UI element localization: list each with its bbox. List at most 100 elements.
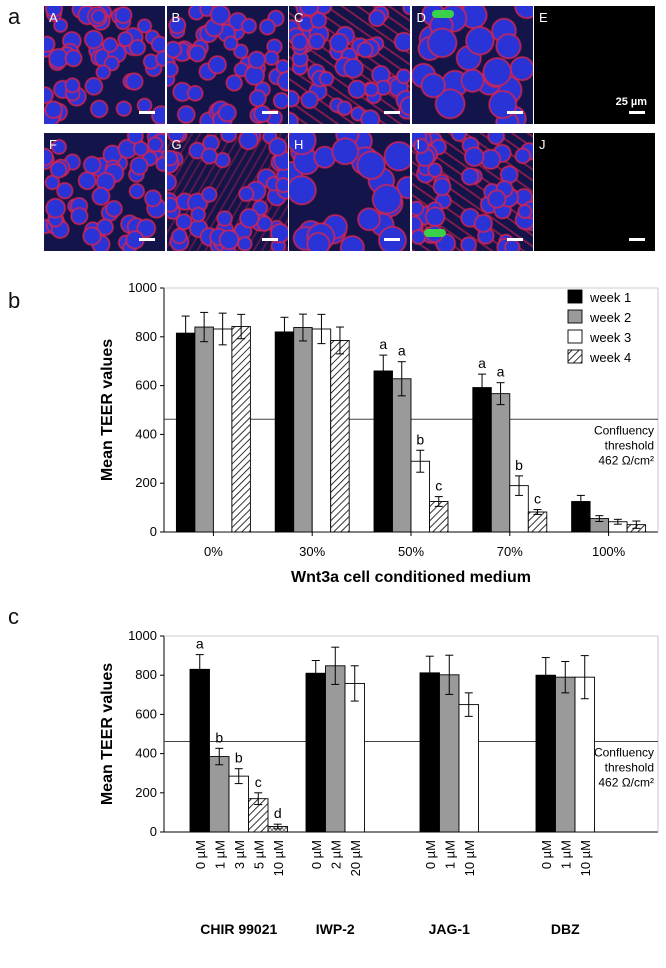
bar (311, 328, 332, 533)
group-label: CHIR 99021 (200, 921, 277, 937)
y-axis-label: Mean TEER values (99, 339, 116, 481)
significance-letter: b (235, 750, 243, 766)
legend-swatch (567, 349, 583, 364)
significance-letter: b (215, 729, 223, 745)
micrograph-tile-g: G (166, 133, 288, 251)
micrograph-tile-e: E 25 µm (534, 6, 655, 124)
x-axis-label: Wnt3a cell conditioned medium (291, 569, 531, 584)
y-tick-label: 400 (135, 746, 157, 761)
x-tick-label: 50% (398, 544, 424, 559)
teer-chart-inhibitors: 0 200 400 600 800 1000 Mean TEER values Conflue… (99, 628, 659, 937)
bar (472, 387, 492, 533)
tile-label: D (416, 10, 426, 25)
y-tick-label: 600 (135, 706, 157, 721)
significance-letter: d (274, 805, 282, 821)
tile-label: J (539, 137, 546, 152)
x-tick-label: 0 µM (539, 840, 554, 869)
y-tick-label: 800 (135, 329, 157, 344)
fluorescence-texture (166, 6, 288, 124)
tile-label: C (294, 10, 304, 25)
threshold-annotation: 462 Ω/cm² (598, 775, 654, 789)
x-tick-label: 2 µM (328, 840, 343, 869)
micrograph-tile-j: J (534, 133, 655, 251)
significance-letter: b (416, 431, 424, 447)
micrograph-grid: A B C D E 25 µm F G H I J (44, 6, 655, 254)
bar (490, 393, 511, 533)
y-tick-label: 800 (135, 667, 157, 682)
legend-entry: week 2 (589, 310, 631, 325)
bar (330, 340, 350, 533)
legend-entry: week 4 (589, 350, 631, 365)
threshold-annotation: threshold (605, 760, 654, 774)
y-tick-label: 400 (135, 426, 157, 441)
panel-letter-c: c (8, 604, 19, 629)
panel-letter-a: a (8, 4, 21, 29)
bar (527, 511, 548, 533)
fluorescence-texture (289, 6, 410, 124)
fluorescence-texture (289, 133, 410, 251)
y-tick-label: 0 (150, 524, 157, 539)
micrograph-tile-h: H (289, 133, 410, 251)
group-label: IWP-2 (316, 921, 355, 937)
x-tick-label: 30% (299, 544, 325, 559)
bar (325, 665, 346, 833)
significance-letter: a (478, 355, 486, 371)
micrograph-tile-b: B (166, 6, 288, 124)
micrograph-tile-d: D (411, 6, 533, 124)
bar (574, 676, 595, 833)
x-tick-label: 1 µM (558, 840, 573, 869)
tile-label: E (539, 10, 548, 25)
x-tick-label: 3 µM (232, 840, 247, 869)
marker-stain (431, 10, 454, 18)
x-tick-label: 1 µM (212, 840, 227, 869)
scale-bar (384, 238, 400, 241)
bar (293, 327, 313, 533)
scale-bar (384, 111, 400, 114)
y-tick-label: 200 (135, 785, 157, 800)
scale-bar (261, 238, 278, 241)
legend-swatch (567, 289, 583, 304)
significance-letter: b (515, 457, 523, 473)
bar (458, 704, 479, 833)
bar (373, 370, 393, 533)
x-tick-label: 0 µM (309, 840, 324, 869)
bar (209, 756, 230, 833)
y-tick-label: 600 (135, 378, 157, 393)
fluorescence-texture (44, 133, 165, 251)
x-tick-label: 20 µM (348, 840, 363, 876)
bar (535, 674, 556, 833)
threshold-annotation: Confluency (594, 745, 654, 759)
teer-chart-wnt3a: 0 200 400 600 800 1000 Mean TEER values Conflue… (99, 280, 659, 584)
micrograph-tile-a: A (44, 6, 165, 124)
x-tick-label: 70% (497, 544, 523, 559)
bar (228, 775, 249, 833)
bar (212, 328, 233, 533)
fluorescence-texture (44, 6, 165, 124)
bar (392, 378, 412, 533)
bar (419, 672, 440, 833)
scale-bar (629, 238, 645, 241)
scale-bar (139, 111, 155, 114)
scale-bar (506, 238, 523, 241)
y-tick-label: 1000 (128, 628, 157, 643)
threshold-annotation: threshold (605, 438, 654, 452)
scale-bar-text: 25 µm (615, 96, 647, 108)
x-tick-label: 10 µM (271, 840, 286, 876)
significance-letter: c (255, 774, 262, 790)
significance-letter: a (398, 343, 406, 359)
x-tick-label: 5 µM (251, 840, 266, 869)
bar (231, 326, 251, 533)
fluorescence-texture (411, 133, 533, 251)
scale-bar (261, 111, 278, 114)
threshold-annotation: 462 Ω/cm² (598, 453, 654, 467)
tile-label: G (171, 137, 182, 152)
marker-stain (423, 229, 446, 237)
bar (555, 676, 576, 833)
legend-swatch (567, 329, 583, 344)
tile-label: B (171, 10, 181, 25)
significance-letter: a (497, 364, 505, 380)
significance-letter: a (196, 636, 204, 652)
significance-letter: c (435, 478, 442, 494)
x-tick-label: 0% (204, 544, 223, 559)
x-tick-label: 1 µM (442, 840, 457, 869)
